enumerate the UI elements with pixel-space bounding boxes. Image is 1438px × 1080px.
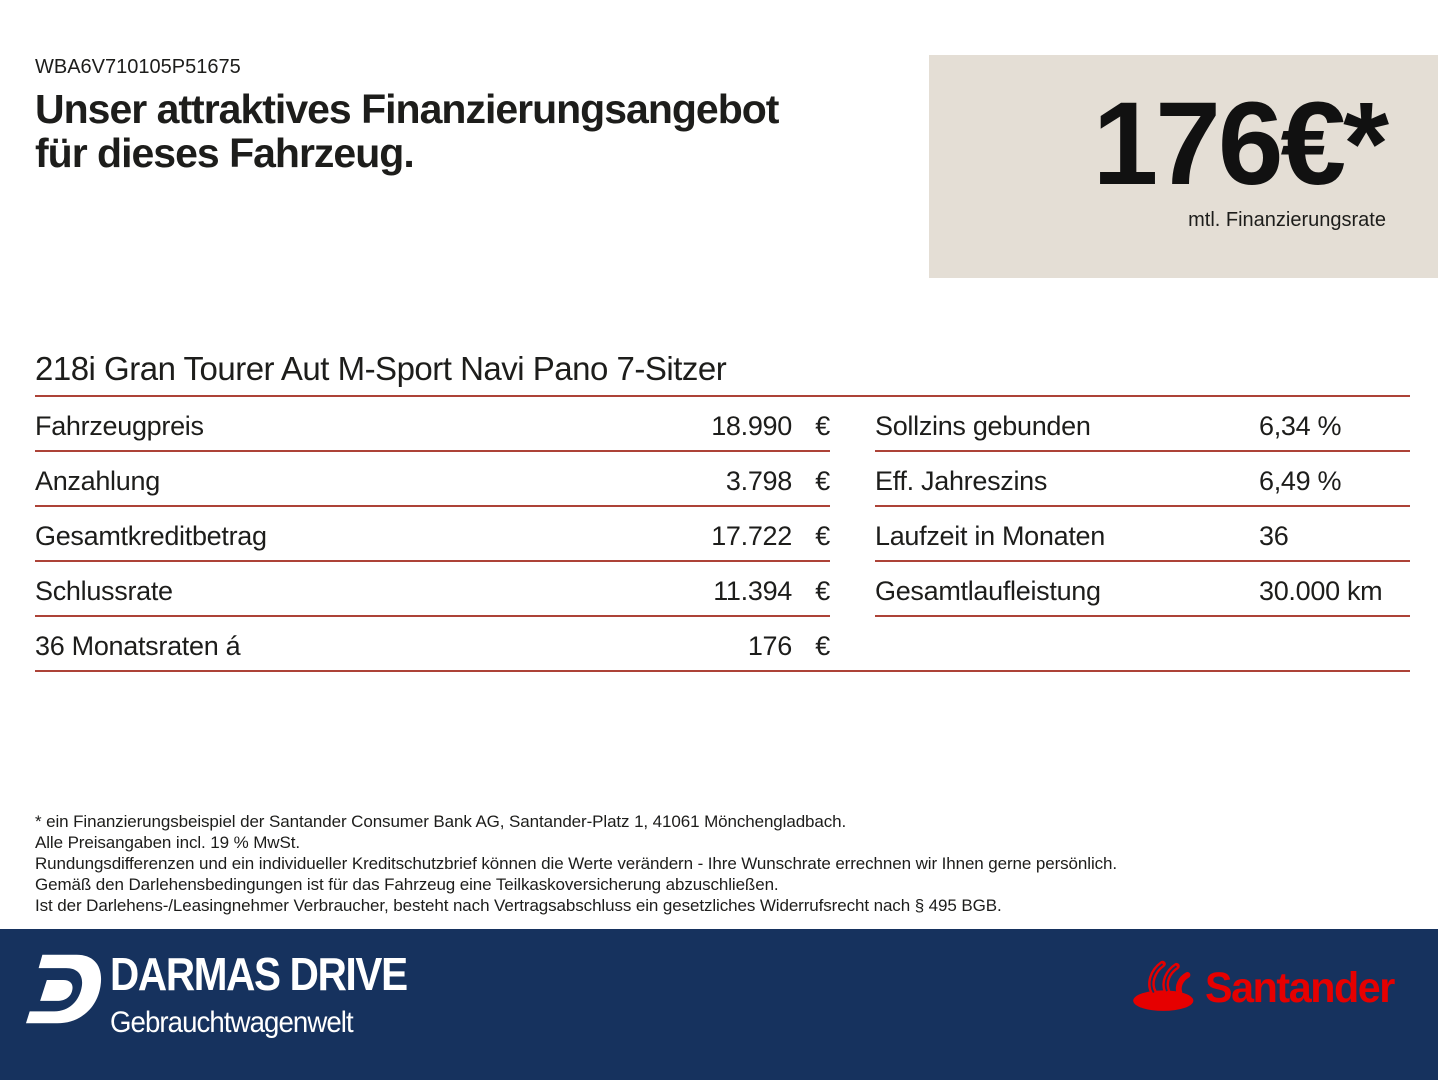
disclaimer-line: Ist der Darlehens-/Leasingnehmer Verbrau… <box>35 896 1002 915</box>
bank-name: Santander <box>1205 963 1395 1012</box>
row-unit: € <box>815 576 830 606</box>
page-title-line1: Unser attraktives Finanzierungsangebot <box>35 86 779 132</box>
santander-flame-icon <box>1133 960 1194 1011</box>
darmas-drive-logo-icon <box>20 954 102 1024</box>
disclaimer-text: * ein Finanzierungsbeispiel der Santande… <box>35 811 1117 916</box>
table-row-schlussrate: Schlussrate 11.394 € <box>35 562 830 617</box>
finance-table-left-column: Fahrzeugpreis 18.990 € Anzahlung 3.798 €… <box>35 397 830 617</box>
row-unit: € <box>815 411 830 441</box>
table-row-gesamtlaufleistung: Gesamtlaufleistung 30.000 km <box>875 562 1410 617</box>
santander-logo: Santander <box>1131 955 1402 1017</box>
row-unit: € <box>815 631 830 661</box>
row-label: Fahrzeugpreis <box>35 411 204 441</box>
table-row-sollzins: Sollzins gebunden 6,34 % <box>875 397 1410 452</box>
vehicle-title-text: 218i Gran Tourer Aut M-Sport Navi Pano 7… <box>35 350 727 387</box>
table-row-laufzeit: Laufzeit in Monaten 36 <box>875 507 1410 562</box>
table-row-anzahlung: Anzahlung 3.798 € <box>35 452 830 507</box>
row-value: 176 <box>747 631 792 661</box>
row-label: Sollzins gebunden <box>875 411 1091 441</box>
disclaimer-line: Alle Preisangaben incl. 19 % MwSt. <box>35 833 300 852</box>
row-label: 36 Monatsraten á <box>35 631 241 661</box>
table-row-fahrzeugpreis: Fahrzeugpreis 18.990 € <box>35 397 830 452</box>
row-value: 30.000 km <box>1259 576 1383 606</box>
dealer-text-block: DARMAS DRIVE Gebrauchtwagenwelt <box>110 951 447 1040</box>
row-label: Eff. Jahreszins <box>875 466 1048 496</box>
page-title-line2: für dieses Fahrzeug. <box>35 129 415 176</box>
page-title: Unser attraktives Finanzierungsangebot fü… <box>35 86 779 176</box>
table-row-monatsraten: 36 Monatsraten á 176 € <box>35 617 1410 672</box>
row-value: 36 <box>1259 521 1289 551</box>
footer-bar: DARMAS DRIVE Gebrauchtwagenwelt Santande… <box>0 929 1438 1080</box>
row-unit: € <box>815 466 830 496</box>
row-label: Gesamtkreditbetrag <box>35 521 267 551</box>
row-label: Laufzeit in Monaten <box>875 521 1105 551</box>
row-label: Gesamtlaufleistung <box>875 576 1101 606</box>
monthly-rate-label: mtl. Finanzierungsrate <box>1188 209 1386 231</box>
row-unit: € <box>815 521 830 551</box>
row-value: 3.798 <box>725 466 792 496</box>
disclaimer-line: Rundungsdifferenzen und ein individuelle… <box>35 854 1118 873</box>
disclaimer-line: Gemäß den Darlehensbedingungen ist für d… <box>35 875 779 894</box>
monthly-rate-value: 176€* <box>1092 78 1389 210</box>
vehicle-title: 218i Gran Tourer Aut M-Sport Navi Pano 7… <box>35 340 1410 397</box>
row-value: 11.394 <box>713 576 792 606</box>
table-row-gesamtkreditbetrag: Gesamtkreditbetrag 17.722 € <box>35 507 830 562</box>
disclaimer-line: * ein Finanzierungsbeispiel der Santande… <box>35 812 847 831</box>
row-value: 17.722 <box>711 521 792 551</box>
monthly-rate-box: 176€* mtl. Finanzierungsrate <box>929 55 1438 278</box>
row-value: 6,34 % <box>1259 411 1342 441</box>
table-row-jahreszins: Eff. Jahreszins 6,49 % <box>875 452 1410 507</box>
row-label: Schlussrate <box>35 576 173 606</box>
dealer-subtitle: Gebrauchtwagenwelt <box>110 1006 354 1039</box>
finance-table-right-column: Sollzins gebunden 6,34 % Eff. Jahreszins… <box>875 397 1410 617</box>
row-value: 6,49 % <box>1259 466 1342 496</box>
row-value: 18.990 <box>711 411 792 441</box>
row-label: Anzahlung <box>35 466 160 496</box>
table-row-monatsraten-inner: 36 Monatsraten á 176 € <box>35 631 830 662</box>
vin-number: WBA6V710105P51675 <box>35 56 241 78</box>
dealer-name: DARMAS DRIVE <box>110 948 408 1000</box>
